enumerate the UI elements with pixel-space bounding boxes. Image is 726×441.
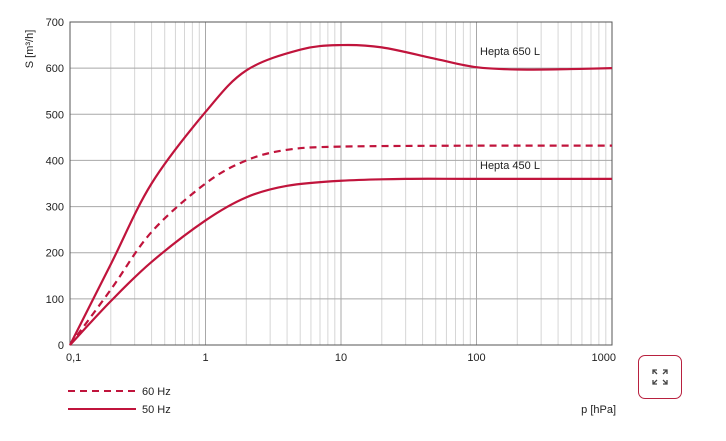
expand-button[interactable] — [638, 355, 682, 399]
x-tick-label: 1000 — [592, 352, 616, 364]
x-tick-labels: 0,1 1 10 100 1000 — [66, 352, 616, 364]
y-tick-label: 600 — [46, 63, 64, 75]
x-axis-label: p [hPa] — [581, 404, 616, 416]
y-tick-label: 700 — [46, 17, 64, 29]
legend: 60 Hz 50 Hz — [68, 386, 171, 416]
y-tick-label: 300 — [46, 202, 64, 214]
legend-label-60hz: 60 Hz — [142, 386, 171, 398]
x-tick-label: 1 — [202, 352, 208, 364]
x-tick-label: 100 — [467, 352, 485, 364]
expand-arrows-icon — [652, 369, 668, 385]
y-tick-labels: 0 100 200 300 400 500 600 700 — [46, 17, 64, 352]
series-hepta-450-50hz — [69, 177, 612, 346]
x-tick-label: 0,1 — [66, 352, 81, 364]
plot-frame — [69, 21, 613, 346]
y-axis-label: S [m³/h] — [24, 30, 36, 69]
y-tick-label: 100 — [46, 294, 64, 306]
series-hepta-650-50hz — [69, 43, 613, 346]
y-tick-label: 0 — [58, 340, 64, 352]
annotation-hepta-450: Hepta 450 L — [480, 160, 540, 172]
legend-label-50hz: 50 Hz — [142, 404, 171, 416]
y-tick-label: 200 — [46, 248, 64, 260]
series-hepta-450-60hz — [69, 144, 613, 346]
x-tick-label: 10 — [335, 352, 347, 364]
series-layer — [69, 43, 613, 346]
annotation-hepta-650: Hepta 650 L — [480, 46, 540, 58]
y-tick-label: 500 — [46, 109, 64, 121]
y-tick-label: 400 — [46, 155, 64, 167]
